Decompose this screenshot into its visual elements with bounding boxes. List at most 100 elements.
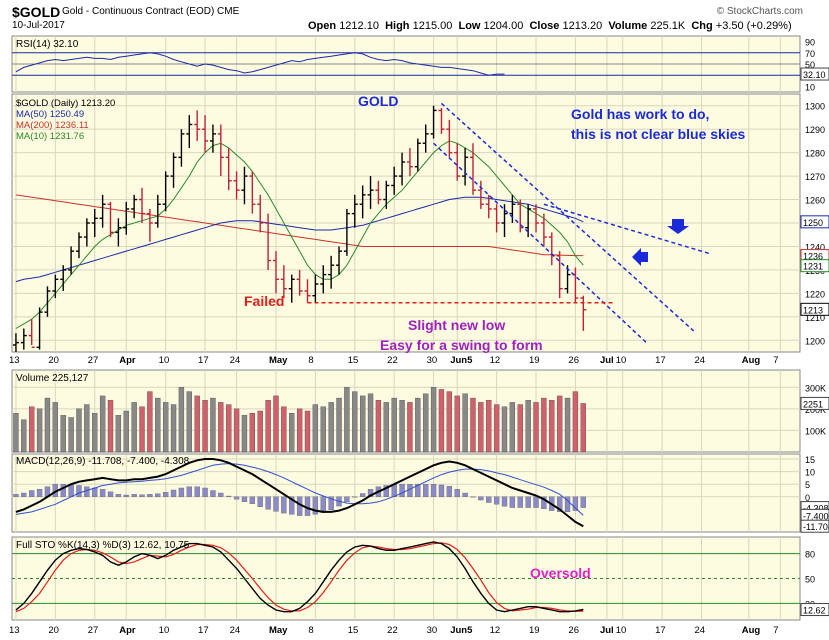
volume-bar [36,408,43,453]
macd-legend: MACD(12,26,9) -11.708, -7.400, -4.308 [16,456,190,467]
y-tick-label: 0 [805,493,810,503]
macd-histogram-bar [430,484,437,497]
x-tick-label-bottom: 8 [308,625,313,636]
x-tick-label: 30 [427,355,438,366]
volume-bar [210,397,216,453]
x-tick-label: 17 [655,355,666,366]
volume-bar [430,387,437,453]
macd-histogram-bar [533,496,539,508]
annotation-swing: Easy for a swing to form [380,337,543,353]
macd-histogram-bar [454,489,460,497]
macd-histogram-bar [415,484,421,497]
macd-histogram-bar [470,496,476,498]
volume-bar [572,391,579,453]
y-tick-label: 1270 [805,172,825,182]
macd-histogram-bar [328,496,334,511]
x-tick-label-bottom: 19 [529,625,540,636]
x-tick-label: 17 [198,355,209,366]
macd-panel [11,453,801,533]
x-tick-label-bottom: 17 [655,625,666,636]
macd-histogram-bar [249,496,255,504]
macd-histogram-bar [501,496,508,507]
macd-histogram-bar [233,496,240,500]
x-tick-label-bottom: 22 [387,625,398,636]
x-tick-label: 27 [88,355,99,366]
macd-histogram-bar [218,492,224,497]
volume-bar [509,402,516,453]
x-tick-label-bottom: 17 [198,625,209,636]
y-tick-label: 5 [805,480,810,490]
value-tag-box [800,396,829,410]
value-tag-label: 12.62 [803,606,826,616]
macd-histogram-bar [557,496,563,513]
chart-title: GOLD [358,93,398,109]
volume-bar [155,397,161,453]
macd-histogram-bar [131,494,137,497]
macd-histogram-bar [517,496,523,508]
volume-bar [241,415,248,453]
volume-bar [438,389,445,453]
macd-histogram-bar [360,493,366,497]
x-tick-label: 12 [490,355,501,366]
symbol-label: $GOLD [12,4,61,20]
macd-histogram-bar [155,493,161,497]
x-tick-label: Aug [742,355,761,366]
x-tick-label: 15 [348,355,359,366]
macd-histogram-bar [76,485,82,497]
macd-histogram-bar [493,496,500,505]
x-tick-label-bottom: 7 [773,625,778,636]
volume-bar [139,406,145,453]
macd-histogram-bar [99,489,106,497]
macd-histogram-bar [564,496,571,513]
value-tag-label: 1213 [803,305,823,315]
macd-histogram-bar [525,496,531,508]
value-tag-box [800,519,829,533]
macd-histogram-bar [147,494,153,497]
volume-bar [375,400,382,453]
y-tick-label: 1210 [805,313,825,323]
volume-panel [11,369,801,453]
x-tick-label-bottom: May [269,625,288,636]
volume-bar [564,397,571,453]
macd-histogram-bar [289,496,295,515]
volume-bar [249,413,255,453]
macd-histogram-bar [273,496,279,512]
rsi-legend: RSI(14) 32.10 [16,39,79,50]
macd-histogram-bar [399,484,405,497]
x-tick-label: May [269,355,288,366]
volume-bar [501,406,508,453]
low-value: 1204.00 [483,20,524,32]
value-tag-label: 1236 [803,252,823,262]
volume-bar [367,393,374,453]
volume-bar [281,406,287,453]
macd-histogram-bar [352,496,358,498]
low-label: Low [458,20,481,32]
value-tag-label: -11.708 [803,522,829,532]
stockcharts-brand: © StockCharts.com [716,6,803,17]
y-tick-label: 50 [805,575,815,585]
volume-bar [76,408,82,453]
annotation-failed: Failed [244,293,284,309]
volume-bar [454,395,460,453]
macd-histogram-bar [210,490,216,497]
macd-histogram-bar [115,494,122,497]
value-tag-box [800,67,829,81]
macd-signal-line [15,463,584,516]
macd-histogram-bar [13,494,19,497]
macd-histogram-bar [92,487,98,497]
volume-bar [407,402,413,453]
x-tick-label-bottom: 24 [230,625,241,636]
macd-histogram-bar [509,496,516,508]
y-tick-label: 1280 [805,149,825,159]
rsi-line [15,52,505,76]
macd-histogram-bar [60,484,66,497]
macd-histogram-bar [486,496,492,503]
x-tick-label-bottom: 26 [568,625,579,636]
open-label: Open [308,20,337,32]
y-tick-label: 1220 [805,289,825,299]
macd-histogram-bar [281,496,287,514]
x-tick-label: 19 [529,355,540,366]
macd-histogram-bar [257,496,263,507]
macd-histogram-bar [170,489,177,497]
